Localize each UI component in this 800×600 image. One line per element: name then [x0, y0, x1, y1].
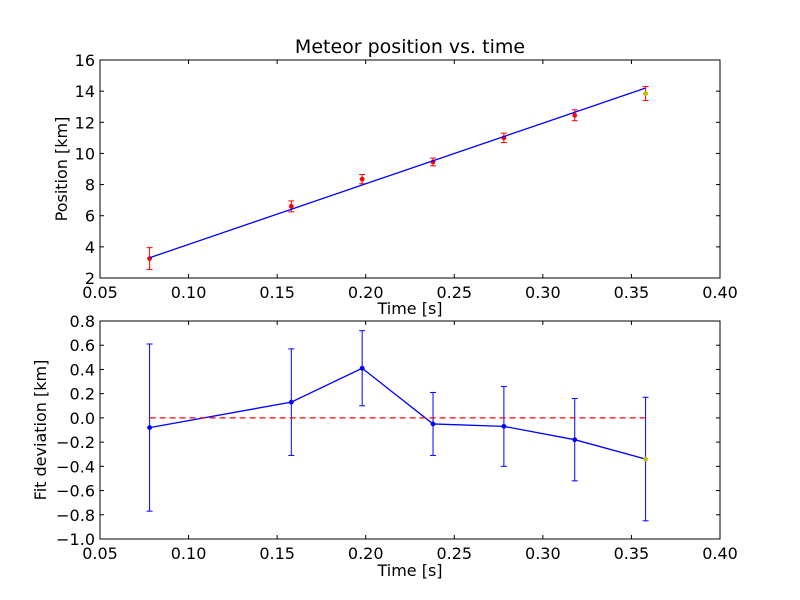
x-tick-label: 0.25 — [436, 283, 472, 302]
position-plot-frame — [99, 59, 721, 279]
data-point — [572, 437, 578, 443]
x-tick-label: 0.30 — [525, 283, 561, 302]
y-tick-label: 2 — [85, 269, 95, 288]
y-tick-label: −0.8 — [56, 506, 95, 525]
x-tick-label: 0.35 — [614, 283, 650, 302]
y-tick-label: 14 — [75, 82, 95, 101]
deviation-plot: 0.05 0.10 0.15 0.20 0.25 0.30 0.35 0.40 −1.0 −0.8… — [31, 312, 738, 580]
x-tick-label: 0.05 — [82, 544, 118, 563]
position-plot: Meteor position vs. time 0.05 0.10 0.15 0.2… — [52, 36, 738, 318]
y-axis-label: Position [km] — [52, 117, 71, 222]
data-point — [288, 203, 294, 209]
y-axis-label: Fit deviation [km] — [31, 360, 50, 501]
data-point — [359, 176, 365, 182]
x-tick-label: 0.40 — [702, 544, 738, 563]
chart-title: Meteor position vs. time — [295, 36, 525, 58]
y-tick-label: 0.8 — [70, 312, 95, 331]
y-tick-label: 0.0 — [70, 409, 95, 428]
data-point — [501, 423, 507, 429]
data-point — [643, 456, 649, 462]
y-tick-label: 6 — [85, 207, 95, 226]
x-tick-label: 0.20 — [348, 544, 384, 563]
y-tick-label: −1.0 — [56, 530, 95, 549]
y-tick-label: −0.2 — [56, 433, 95, 452]
data-point — [359, 365, 365, 371]
y-tick-label: 4 — [85, 238, 95, 257]
x-tick-label: 0.25 — [436, 544, 472, 563]
y-tick-label: 0.6 — [70, 336, 95, 355]
y-tick-label: 0.2 — [70, 385, 95, 404]
data-point — [147, 425, 153, 431]
x-axis-label: Time [s] — [376, 561, 442, 580]
data-point — [572, 112, 578, 118]
x-axis-label: Time [s] — [376, 299, 442, 318]
position-plot-ticks: 0.05 0.10 0.15 0.20 0.25 0.30 0.35 0.40 2 4 6 8 10 12… — [75, 51, 738, 302]
data-point — [643, 91, 649, 96]
y-tick-label: 10 — [75, 144, 95, 163]
y-tick-label: −0.6 — [56, 482, 95, 501]
x-tick-label: 0.05 — [82, 283, 118, 302]
x-tick-label: 0.30 — [525, 544, 561, 563]
deviation-plot-frame — [99, 320, 721, 540]
x-tick-label: 0.40 — [702, 283, 738, 302]
deviation-plot-marks — [146, 330, 649, 522]
x-tick-label: 0.35 — [614, 544, 650, 563]
y-tick-label: 12 — [75, 113, 95, 132]
position-plot-marks — [146, 85, 649, 270]
y-tick-label: 0.4 — [70, 360, 95, 379]
x-tick-label: 0.15 — [259, 544, 295, 563]
data-point — [430, 421, 436, 427]
x-tick-label: 0.10 — [171, 544, 207, 563]
y-tick-label: −0.4 — [56, 457, 95, 476]
y-tick-label: 16 — [75, 51, 95, 70]
deviation-plot-ticks: 0.05 0.10 0.15 0.20 0.25 0.30 0.35 0.40 −1.0 −0.8… — [56, 312, 738, 563]
data-point — [288, 399, 294, 405]
fit-line — [149, 87, 646, 259]
x-tick-label: 0.20 — [348, 283, 384, 302]
y-tick-label: 8 — [85, 176, 95, 195]
x-tick-label: 0.10 — [171, 283, 207, 302]
x-tick-label: 0.15 — [259, 283, 295, 302]
